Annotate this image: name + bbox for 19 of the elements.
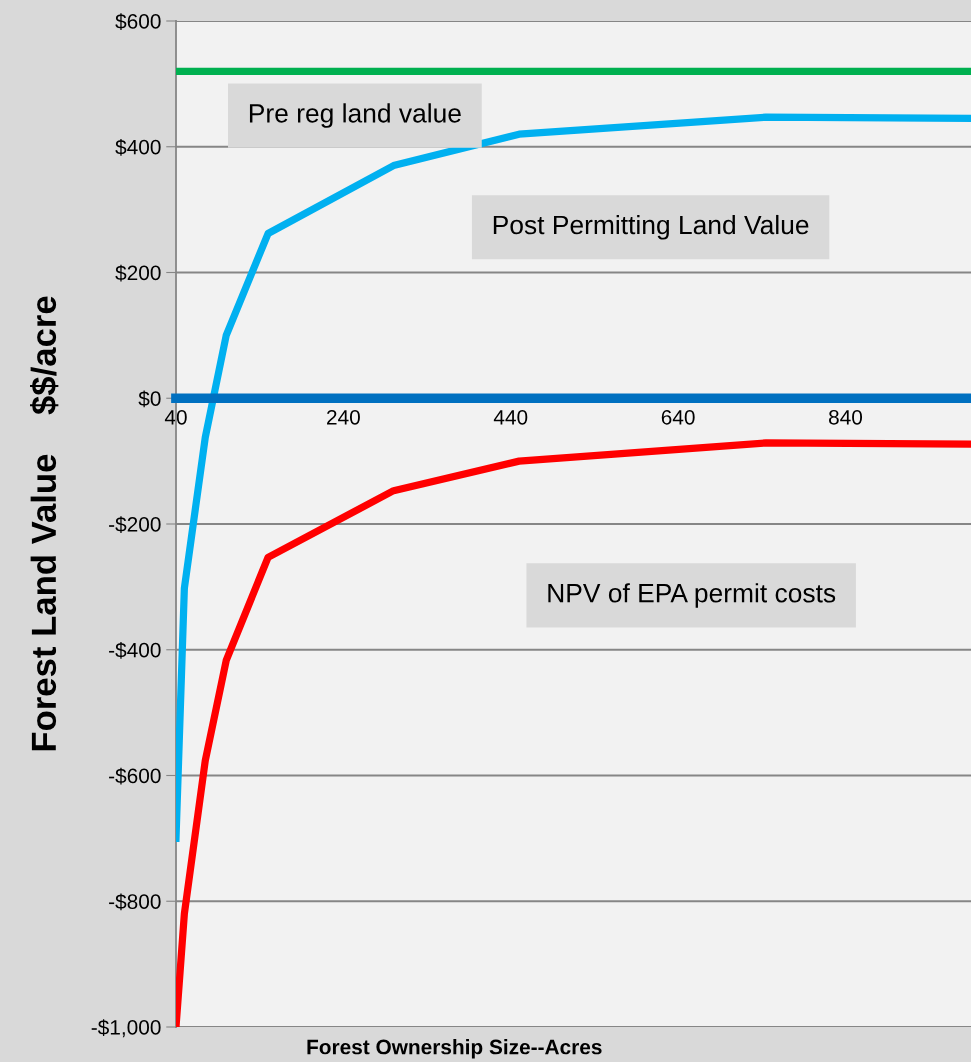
annotation: Post Permitting Land Value bbox=[493, 214, 809, 240]
y-axis-title: Forest Land Value $$/acre bbox=[30, 296, 59, 751]
y-tick-label: -$200 bbox=[109, 516, 161, 533]
y-tick-label: $400 bbox=[115, 138, 161, 156]
y-tick-label: -$600 bbox=[109, 767, 161, 785]
x-tick-label: 40 bbox=[164, 409, 187, 425]
y-tick-label: -$800 bbox=[109, 893, 161, 911]
y-tick-label: -$1,000 bbox=[91, 1019, 161, 1038]
x-tick-label: 240 bbox=[327, 409, 360, 425]
x-tick-label: 640 bbox=[661, 409, 695, 425]
annotation: NPV of EPA permit costs bbox=[548, 583, 836, 608]
y-tick-label: $600 bbox=[115, 13, 161, 30]
y-tick-label: -$400 bbox=[109, 641, 161, 659]
x-tick-label: 440 bbox=[493, 409, 528, 425]
annotation: Pre reg land value bbox=[249, 103, 461, 128]
y-tick-label: $0 bbox=[138, 390, 161, 408]
x-axis-title: Forest Ownership Size--Acres bbox=[307, 1039, 602, 1059]
x-tick-label: 840 bbox=[829, 409, 863, 425]
y-tick-label: $200 bbox=[115, 264, 161, 282]
